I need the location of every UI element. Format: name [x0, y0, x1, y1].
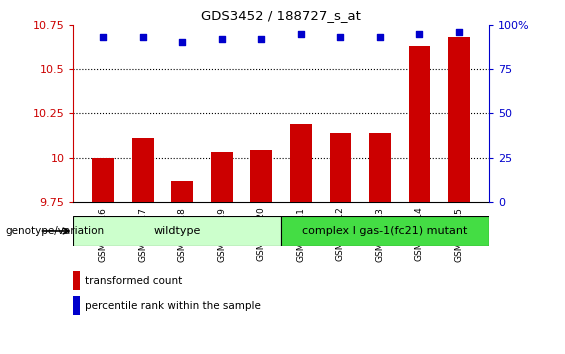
Point [99, 34, 108, 40]
Point [257, 36, 266, 42]
Bar [73, 216, 281, 246]
Point [296, 31, 305, 36]
Point [415, 31, 424, 36]
Bar [448, 37, 470, 202]
Bar [290, 124, 312, 202]
Point [178, 40, 187, 45]
Point [138, 34, 147, 40]
Point [218, 36, 227, 42]
Bar [92, 158, 114, 202]
Bar [408, 46, 431, 202]
Text: complex I gas-1(fc21) mutant: complex I gas-1(fc21) mutant [302, 226, 468, 236]
Bar [369, 133, 391, 202]
Bar [250, 150, 272, 202]
Bar [132, 138, 154, 202]
Text: wildtype: wildtype [154, 226, 201, 236]
Point [454, 29, 463, 35]
Point [375, 34, 384, 40]
Bar [329, 133, 351, 202]
Point [336, 34, 345, 40]
Text: percentile rank within the sample: percentile rank within the sample [85, 301, 260, 310]
Text: genotype/variation: genotype/variation [6, 226, 105, 236]
Bar [281, 216, 489, 246]
Bar [171, 181, 193, 202]
Bar [211, 152, 233, 202]
Text: transformed count: transformed count [85, 276, 182, 286]
Title: GDS3452 / 188727_s_at: GDS3452 / 188727_s_at [201, 9, 361, 22]
